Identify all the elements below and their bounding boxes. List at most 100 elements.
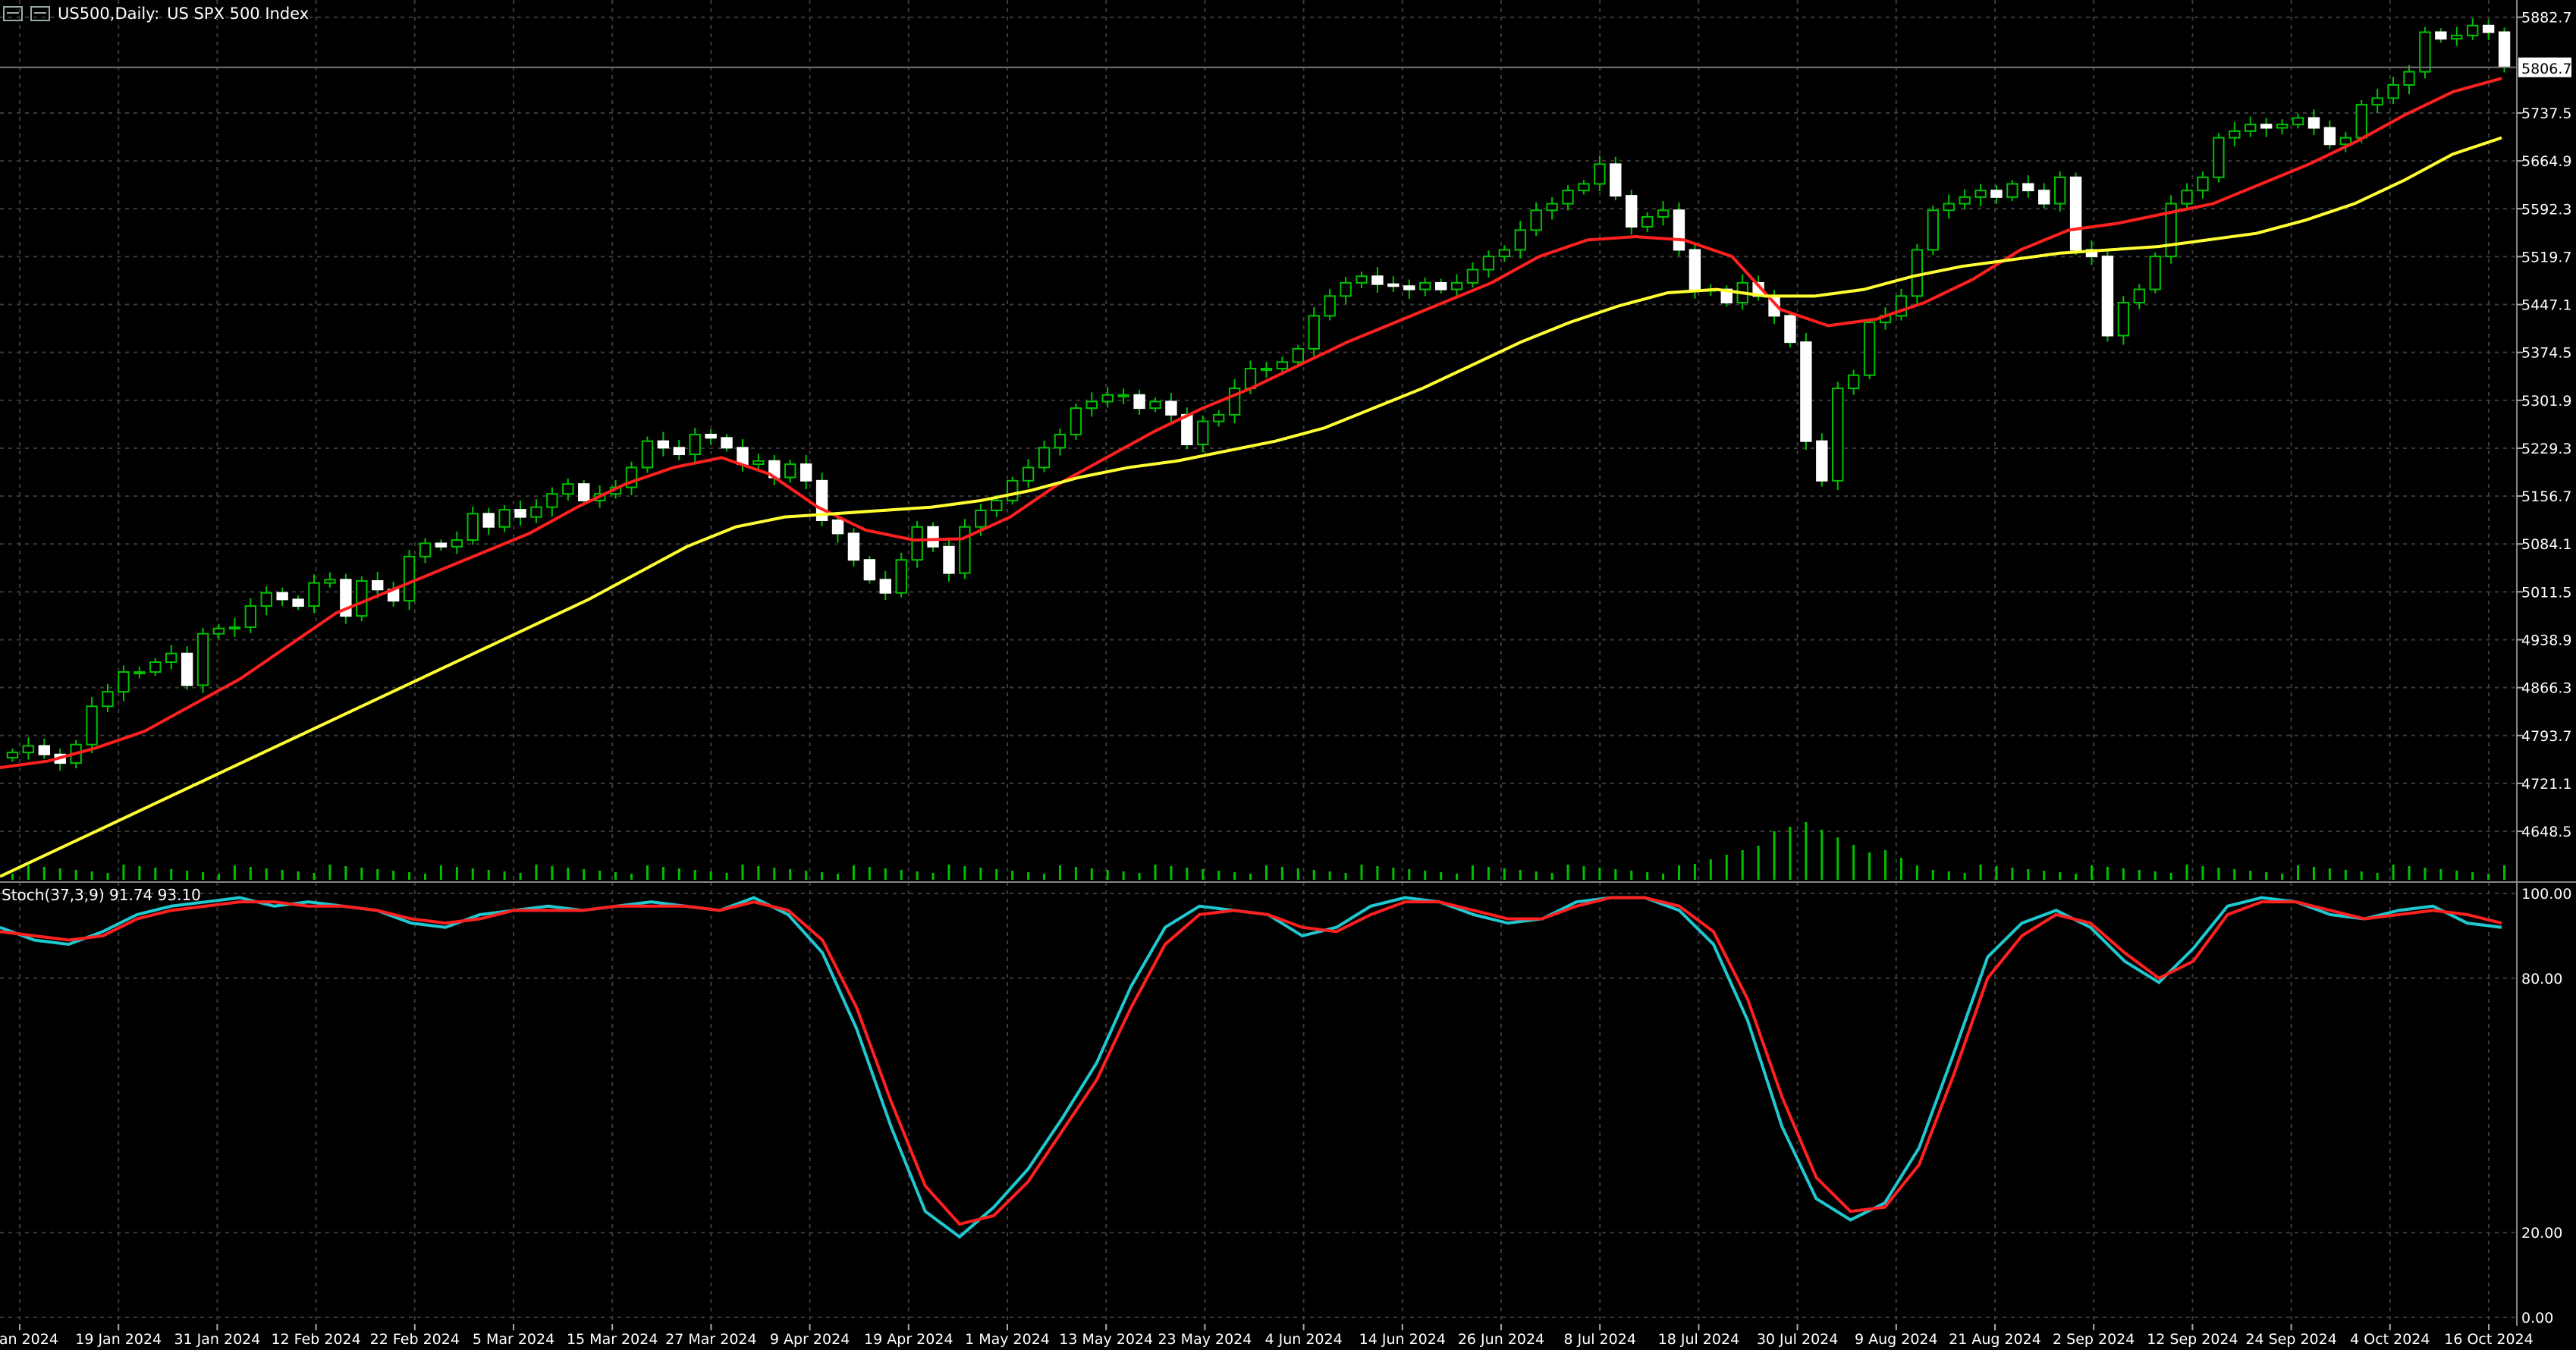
time-axis: 9 Jan 2024 19 Jan 2024 31 Jan 2024 12 Feb 2… — [0, 1324, 2534, 1348]
candle-body — [1530, 209, 1542, 231]
candle-body — [2197, 176, 2209, 192]
slow-moving-average-line — [0, 136, 2502, 878]
price-tick-label: 5737.5 — [2521, 105, 2571, 122]
candle-body — [1816, 440, 1828, 482]
candle-body — [1974, 190, 1987, 198]
candle-body — [2053, 176, 2066, 205]
candle-body — [149, 661, 162, 673]
candle-body — [2435, 31, 2447, 40]
candle-body — [1324, 295, 1336, 317]
candle-body — [752, 460, 765, 466]
stoch-level-label: 80.00 — [2521, 971, 2562, 987]
candle-body — [879, 579, 891, 594]
candle-body — [498, 509, 510, 528]
time-tick-label: 22 Feb 2024 — [370, 1331, 460, 1348]
candle-body — [1466, 268, 1479, 284]
time-tick-label: 30 Jul 2024 — [1757, 1331, 1839, 1348]
price-tick-label: 5301.9 — [2521, 393, 2571, 410]
candle-body — [1308, 315, 1320, 350]
fast-moving-average-line — [0, 77, 2502, 770]
candle-body — [276, 592, 288, 601]
grid-lines — [0, 0, 2517, 1333]
time-tick-label: 8 Jul 2024 — [1563, 1331, 1635, 1348]
candle-body — [2260, 124, 2273, 129]
chart-window-icon[interactable] — [3, 6, 23, 21]
time-tick-label: 26 Jun 2024 — [1458, 1331, 1544, 1348]
time-tick-label: 24 Sep 2024 — [2245, 1331, 2336, 1348]
candle-body — [1054, 433, 1067, 449]
time-tick-label: 31 Jan 2024 — [174, 1331, 260, 1348]
candle-body — [1419, 281, 1431, 290]
candle-body — [689, 433, 701, 456]
candle-body — [1847, 374, 1860, 390]
candle-body — [578, 483, 590, 501]
candle-body — [943, 545, 955, 574]
bar-chart-icon[interactable] — [30, 6, 50, 21]
price-axis: 5882.7 5737.5 5664.9 5592.3 5519.7 5447.1 5374… — [2517, 10, 2571, 840]
chart-header: US500, Daily: US SPX 500 Index — [3, 2, 309, 26]
price-tick-label: 5447.1 — [2521, 297, 2571, 314]
candle-body — [451, 539, 463, 548]
price-tick-label: 5084.1 — [2521, 536, 2571, 553]
candle-body — [1514, 229, 1526, 251]
candle-body — [1276, 361, 1289, 369]
candle-body — [721, 437, 733, 449]
candle-body — [975, 509, 987, 528]
candle-body — [244, 605, 257, 628]
candle-body — [134, 671, 146, 675]
candle-body — [419, 542, 432, 557]
candle-body — [2419, 31, 2431, 73]
time-tick-label: 9 Jan 2024 — [0, 1331, 58, 1348]
time-tick-label: 13 May 2024 — [1059, 1331, 1153, 1348]
candle-body — [1498, 249, 1511, 258]
candle-body — [181, 652, 193, 686]
time-tick-label: 2 Sep 2024 — [2053, 1331, 2135, 1348]
candle-body — [2101, 256, 2114, 337]
candle-body — [1784, 315, 1796, 344]
candle-body — [2371, 97, 2383, 106]
candle-body — [2466, 24, 2479, 36]
time-tick-label: 14 Jun 2024 — [1359, 1331, 1446, 1348]
chart-symbol: US500, — [58, 5, 115, 23]
price-tick-label: 5519.7 — [2521, 249, 2571, 265]
candle-body — [2387, 84, 2399, 99]
candle-body — [1610, 163, 1622, 197]
candle-body — [863, 559, 876, 581]
price-tick-label: 5156.7 — [2521, 488, 2571, 505]
chart-timeframe: Daily: — [115, 5, 160, 23]
time-tick-label: 19 Apr 2024 — [864, 1331, 953, 1348]
time-tick-label: 12 Sep 2024 — [2147, 1331, 2238, 1348]
candle-body — [2292, 117, 2304, 126]
candle-body — [737, 447, 749, 466]
candle-body — [1641, 215, 1654, 228]
candle-body — [800, 463, 812, 482]
candle-body — [1689, 249, 1701, 290]
time-tick-label: 21 Aug 2024 — [1949, 1331, 2041, 1348]
candle-body — [1578, 183, 1590, 192]
candle-body — [784, 463, 796, 479]
stoch-level-label: 20.00 — [2521, 1225, 2562, 1242]
time-tick-label: 19 Jan 2024 — [75, 1331, 162, 1348]
candle-body — [2149, 256, 2161, 290]
price-tick-label: 4866.3 — [2521, 680, 2571, 697]
time-tick-label: 15 Mar 2024 — [567, 1331, 658, 1348]
candle-body — [2339, 137, 2351, 146]
time-tick-label: 9 Apr 2024 — [770, 1331, 850, 1348]
time-tick-label: 4 Jun 2024 — [1264, 1331, 1342, 1348]
price-tick-label: 5592.3 — [2521, 201, 2571, 218]
candle-body — [2245, 124, 2257, 132]
candle-body — [1546, 202, 1558, 212]
candle-body — [1990, 190, 2003, 198]
candle-body — [102, 691, 114, 708]
stoch-main-line — [0, 896, 2502, 1239]
price-tick-label: 4938.9 — [2521, 633, 2571, 649]
candle-body — [1959, 196, 1971, 205]
candle-body — [1594, 163, 1606, 185]
candle-body — [673, 447, 685, 456]
candle-body — [2069, 176, 2082, 251]
candle-body — [1133, 394, 1145, 410]
volume-bars — [11, 822, 2506, 880]
time-tick-label: 9 Aug 2024 — [1855, 1331, 1938, 1348]
candle-body — [2355, 104, 2367, 139]
